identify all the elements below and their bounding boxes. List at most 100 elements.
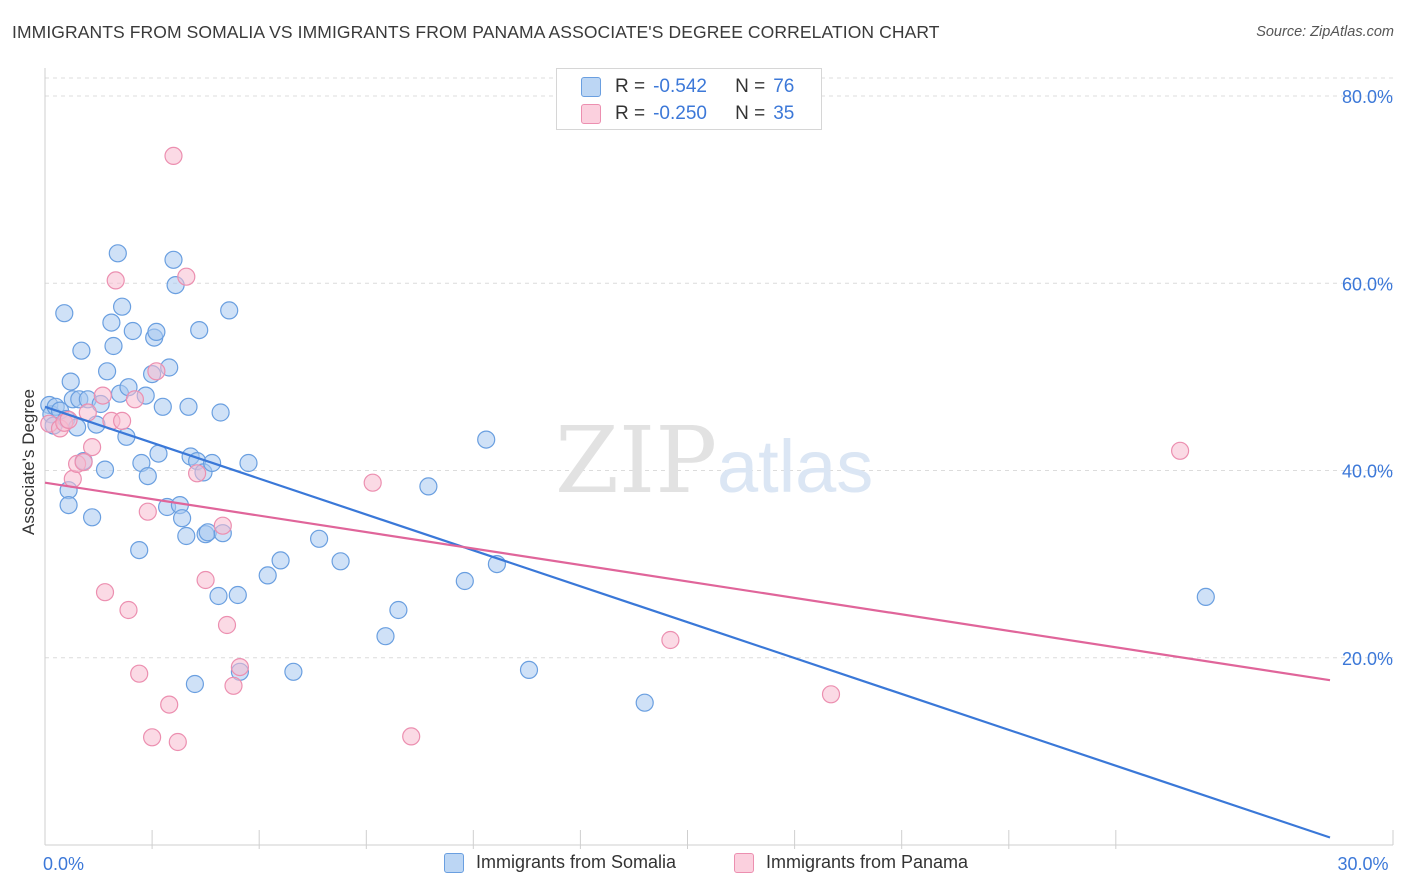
legend-r-value-panama: -0.250 xyxy=(653,103,707,124)
point-panama xyxy=(217,615,237,635)
point-panama xyxy=(168,732,187,752)
point-somalia xyxy=(55,304,74,323)
point-panama xyxy=(93,386,112,405)
y-tick-label-80: 80.0% xyxy=(1342,87,1393,107)
point-somalia xyxy=(284,662,303,681)
point-panama xyxy=(224,676,243,695)
point-panama xyxy=(119,600,138,620)
point-somalia xyxy=(239,453,258,473)
point-panama xyxy=(112,411,132,430)
point-panama xyxy=(160,695,179,714)
point-somalia xyxy=(177,526,196,546)
legend-n-value-panama: 35 xyxy=(773,103,795,124)
watermark-atlas: atlas xyxy=(717,425,873,508)
point-somalia xyxy=(173,509,192,528)
trend-line-panama xyxy=(44,481,1331,682)
point-somalia xyxy=(331,552,350,571)
point-panama xyxy=(63,469,82,488)
legend-swatch-panama xyxy=(581,104,601,124)
legend-swatch-somalia xyxy=(581,77,601,97)
point-panama xyxy=(188,464,207,483)
correlation-legend: R = -0.542 N = 76 R = -0.250 N = 35 xyxy=(556,68,822,130)
point-panama xyxy=(147,362,166,381)
point-somalia xyxy=(102,313,121,332)
point-panama xyxy=(821,685,841,704)
point-somalia xyxy=(519,660,539,680)
point-panama xyxy=(213,516,232,535)
point-somalia xyxy=(258,566,277,585)
point-panama xyxy=(177,267,196,286)
legend-label-panama: Immigrants from Panama xyxy=(766,852,969,872)
point-somalia xyxy=(95,460,115,479)
y-axis-label: Associate's Degree xyxy=(19,389,38,535)
point-somalia xyxy=(419,477,438,496)
point-panama xyxy=(661,630,680,650)
point-somalia xyxy=(112,297,132,316)
point-somalia xyxy=(82,508,102,527)
point-somalia xyxy=(72,341,91,360)
point-somalia xyxy=(1196,587,1215,607)
point-somalia xyxy=(97,362,117,381)
point-somalia xyxy=(61,372,80,391)
series-panama-points xyxy=(40,146,1190,752)
point-somalia xyxy=(123,321,142,341)
point-panama xyxy=(363,473,382,492)
point-somalia xyxy=(376,627,395,646)
point-somalia xyxy=(59,496,78,515)
point-somalia xyxy=(310,529,329,548)
legend-n-label: N = xyxy=(735,103,766,124)
y-tick-label-40: 40.0% xyxy=(1342,462,1393,482)
point-panama xyxy=(143,728,162,747)
point-somalia xyxy=(138,467,157,486)
point-somalia xyxy=(477,430,496,449)
legend-item-panama[interactable]: Immigrants from Panama xyxy=(734,852,968,873)
y-tick-label-60: 60.0% xyxy=(1342,274,1393,294)
legend-row-panama: R = -0.250 N = 35 xyxy=(581,102,794,126)
point-somalia xyxy=(220,301,239,320)
point-panama xyxy=(164,146,183,165)
point-somalia xyxy=(179,397,198,416)
point-panama xyxy=(106,271,125,290)
legend-r-label: R = xyxy=(615,103,646,124)
point-somalia xyxy=(389,600,408,620)
point-somalia xyxy=(164,250,183,269)
point-panama xyxy=(130,664,149,683)
legend-n-label: N = xyxy=(735,76,766,97)
point-somalia xyxy=(211,403,230,422)
point-panama xyxy=(82,438,102,457)
point-somalia xyxy=(455,571,474,591)
point-panama xyxy=(95,583,115,602)
point-panama xyxy=(125,390,144,409)
point-somalia xyxy=(153,397,172,416)
point-somalia xyxy=(108,244,127,263)
point-panama xyxy=(230,657,249,677)
legend-row-somalia: R = -0.542 N = 76 xyxy=(581,75,794,99)
point-panama xyxy=(74,453,93,472)
point-panama xyxy=(138,502,157,521)
point-somalia xyxy=(635,693,654,712)
point-somalia xyxy=(228,585,247,605)
point-somalia xyxy=(190,321,209,340)
point-somalia xyxy=(130,540,149,560)
series-legend: Immigrants from Somalia Immigrants from … xyxy=(0,852,1406,878)
y-tick-label-20: 20.0% xyxy=(1342,649,1393,669)
legend-r-label: R = xyxy=(615,76,646,97)
point-somalia xyxy=(271,551,290,570)
tick-labels: 20.0% 40.0% 60.0% 80.0% 0.0% 30.0% xyxy=(43,87,1393,874)
point-panama xyxy=(196,570,215,590)
legend-label-somalia: Immigrants from Somalia xyxy=(476,852,677,872)
grid-lines xyxy=(45,77,1393,659)
legend-item-somalia[interactable]: Immigrants from Somalia xyxy=(444,852,676,873)
axes xyxy=(44,68,1394,849)
watermark-zip: ZIP xyxy=(555,407,717,514)
point-somalia xyxy=(147,322,166,341)
point-panama xyxy=(402,727,421,746)
x-tick-label-0: 0.0% xyxy=(43,854,84,874)
watermark: ZIP atlas xyxy=(555,407,873,514)
point-somalia xyxy=(104,336,123,356)
legend-r-value-somalia: -0.542 xyxy=(653,76,707,97)
legend-swatch-somalia xyxy=(444,852,464,873)
trend-line-somalia xyxy=(44,405,1331,839)
x-tick-label-1: 30.0% xyxy=(1337,854,1388,874)
